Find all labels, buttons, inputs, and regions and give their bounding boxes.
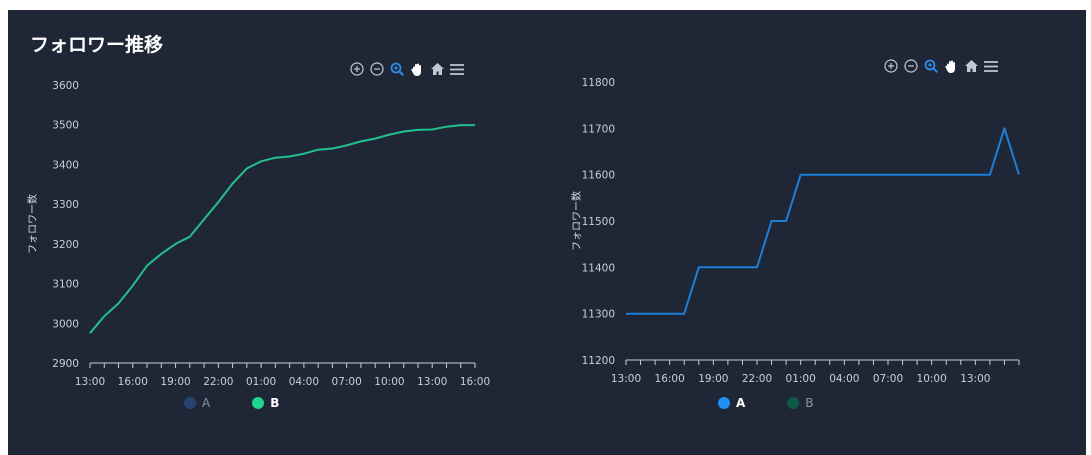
chart-2-plot: 11200 11300 11400 11500 11600 11700 11800 フォロワー… [570, 77, 1020, 385]
chart-1-plot: 2900 3000 3100 3200 3300 3400 3500 3600 フォロワー数 13… [26, 80, 490, 388]
selection-zoom-icon[interactable] [389, 61, 405, 77]
x-tick-label: 16:00 [118, 376, 148, 388]
chart-1-toolbar [349, 61, 465, 77]
legend-marker [252, 397, 265, 409]
x-tick-label: 13:00 [611, 373, 641, 385]
legend-marker [787, 397, 800, 409]
zoom-in-icon[interactable] [349, 61, 365, 77]
home-reset-icon[interactable] [963, 58, 979, 74]
menu-icon[interactable] [983, 58, 999, 74]
home-reset-icon[interactable] [429, 61, 445, 77]
legend-item-B[interactable]: B [252, 396, 279, 410]
x-tick-label: 01:00 [786, 373, 816, 385]
x-tick-label: 07:00 [332, 376, 362, 388]
y-tick-label: 11400 [582, 262, 615, 274]
pan-hand-icon[interactable] [409, 61, 425, 77]
x-tick-label: 04:00 [289, 376, 319, 388]
pan-hand-icon[interactable] [943, 58, 959, 74]
legend-item-B[interactable]: B [787, 396, 814, 410]
y-tick-label: 3400 [52, 159, 79, 171]
x-tick-label: 13:00 [960, 373, 990, 385]
y-tick-label: 2900 [52, 358, 79, 370]
zoom-in-icon[interactable] [883, 58, 899, 74]
y-tick-label: 11700 [582, 123, 615, 135]
x-tick-label: 13:00 [417, 376, 447, 388]
legend-marker [184, 397, 196, 409]
series-B-line [89, 124, 475, 334]
x-tick-label: 13:00 [75, 376, 105, 388]
x-tick-label: 16:00 [460, 376, 490, 388]
series-A-line [626, 127, 1020, 315]
chart-2-toolbar [883, 58, 999, 74]
legend-item-A[interactable]: A [718, 396, 745, 410]
y-tick-label: 11800 [582, 77, 615, 89]
x-tick-label: 07:00 [873, 373, 903, 385]
page-title: フォロワー推移 [30, 34, 164, 56]
legend-label: A [736, 396, 746, 410]
y-tick-label: 3000 [52, 318, 79, 330]
legend-marker [718, 397, 730, 409]
x-tick-label: 19:00 [698, 373, 728, 385]
y-tick-label: 3100 [52, 279, 79, 291]
x-tick-label: 10:00 [917, 373, 947, 385]
selection-zoom-icon[interactable] [923, 58, 939, 74]
y-tick-label: 11600 [582, 170, 615, 182]
y-tick-label: 3200 [52, 239, 79, 251]
x-tick-label: 22:00 [203, 376, 233, 388]
x-tick-label: 01:00 [246, 376, 276, 388]
legend-label: B [270, 396, 280, 410]
legend-label: A [202, 396, 211, 410]
y-tick-label: 11300 [582, 309, 615, 321]
y-tick-label: 3500 [52, 120, 79, 132]
y-tick-label: 3600 [52, 80, 79, 92]
y-tick-label: 11200 [582, 355, 615, 367]
x-tick-label: 19:00 [160, 376, 190, 388]
chart-panel: フォロワー推移 2900 3000 3100 3200 3300 3400 3500 3600… [8, 10, 1086, 455]
x-tick-label: 10:00 [374, 376, 404, 388]
x-tick-label: 16:00 [655, 373, 685, 385]
y-axis-label: フォロワー数 [26, 194, 39, 254]
y-tick-label: 3300 [52, 199, 79, 211]
y-axis-label: フォロワー数 [570, 191, 583, 251]
zoom-out-icon[interactable] [369, 61, 385, 77]
x-tick-label: 04:00 [829, 373, 859, 385]
y-tick-label: 11500 [582, 216, 615, 228]
zoom-out-icon[interactable] [903, 58, 919, 74]
legend-label: B [805, 396, 814, 410]
legend-item-A[interactable]: A [184, 396, 210, 410]
x-tick-label: 22:00 [742, 373, 772, 385]
menu-icon[interactable] [449, 61, 465, 77]
